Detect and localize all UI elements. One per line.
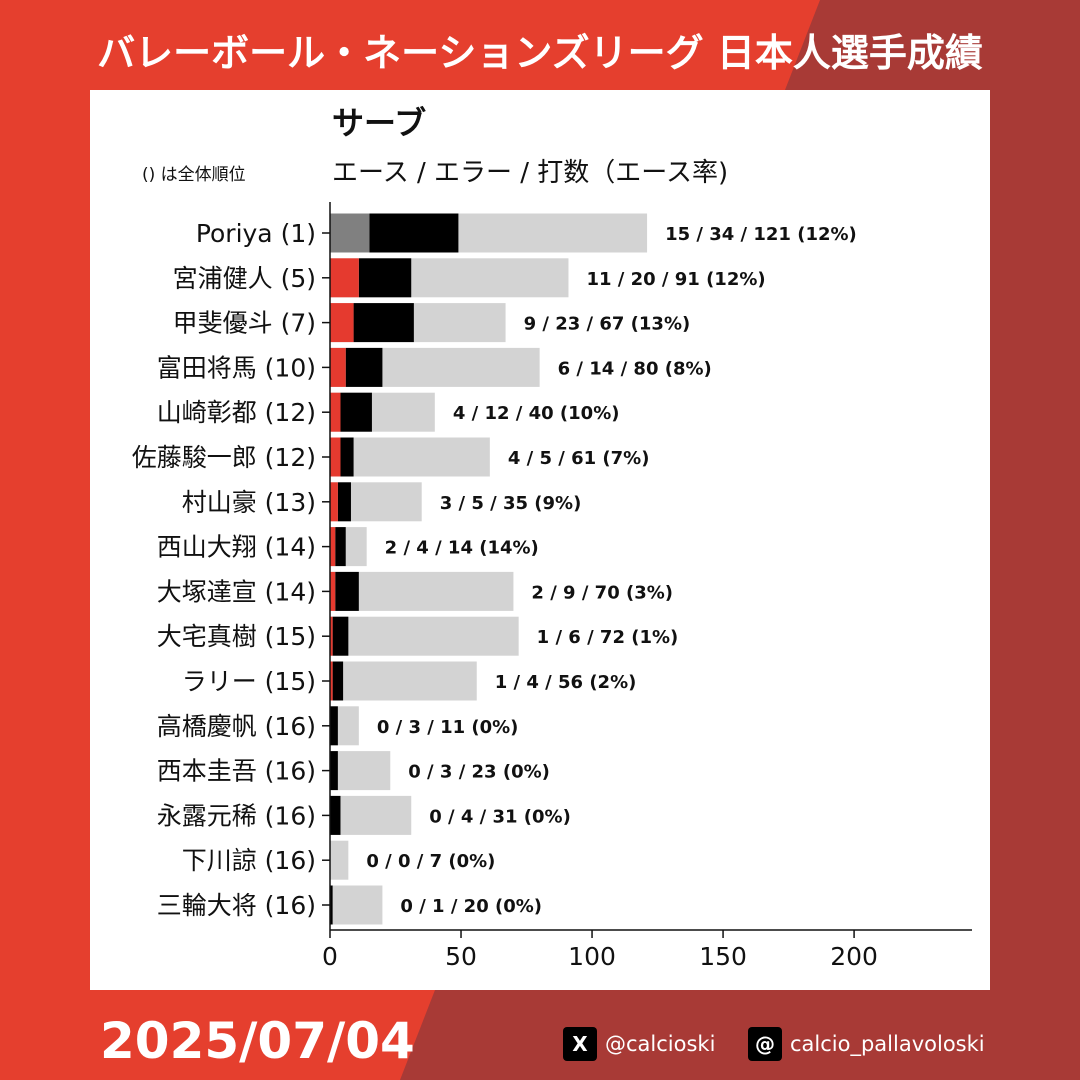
ace-bar [330, 303, 354, 343]
error-bar [332, 616, 349, 656]
x-tick-label: 50 [445, 942, 477, 971]
data-label: 3 / 5 / 35 (9%) [440, 493, 582, 514]
x-tick-label: 100 [568, 942, 616, 971]
error-bar [330, 706, 338, 746]
attempts-bar [330, 616, 519, 656]
ace-bar [330, 347, 346, 387]
error-bar [335, 527, 346, 567]
chart-legend-text: エース / エラー / 打数（エース率) [332, 158, 729, 188]
attempts-bar [330, 437, 490, 477]
category-label: 山崎彰都 (12) [157, 398, 316, 427]
attempts-bar [330, 751, 391, 791]
category-label: 西山大翔 (14) [157, 533, 316, 562]
attempts-bar [330, 795, 412, 835]
category-label: 高橋慶帆 (16) [157, 712, 316, 741]
data-label: 1 / 4 / 56 (2%) [495, 672, 637, 693]
error-bar [330, 885, 333, 925]
data-label: 9 / 23 / 67 (13%) [524, 314, 691, 335]
rank-note: () は全体順位 [142, 165, 246, 185]
threads-logo-icon: @ [748, 1027, 782, 1061]
x-tick-label: 150 [699, 942, 747, 971]
data-label: 2 / 9 / 70 (3%) [531, 582, 673, 603]
category-label: 三輪大将 (16) [157, 891, 316, 920]
ace-bar [330, 258, 359, 298]
attempts-bar [330, 571, 514, 611]
x-logo-icon: X [563, 1027, 597, 1061]
category-label: 大塚達宣 (14) [157, 577, 316, 606]
error-bar [340, 437, 354, 477]
error-bar [353, 303, 414, 343]
data-label: 0 / 3 / 23 (0%) [408, 762, 550, 783]
threads-handle: calcio_pallavoloski [790, 1032, 985, 1056]
ace-bar [330, 392, 341, 432]
category-label: 富田将馬 (10) [157, 353, 316, 382]
data-label: 1 / 6 / 72 (1%) [537, 627, 679, 648]
category-label: 佐藤駿一郎 (12) [132, 443, 316, 472]
page-title: バレーボール・ネーションズリーグ 日本人選手成績 [97, 31, 983, 75]
error-bar [330, 751, 338, 791]
data-label: 4 / 12 / 40 (10%) [453, 403, 620, 424]
error-bar [335, 571, 359, 611]
attempts-bar [330, 661, 477, 701]
attempts-bar [330, 840, 349, 880]
data-label: 6 / 14 / 80 (8%) [558, 358, 712, 379]
error-bar [358, 258, 412, 298]
category-label: Poriya (1) [196, 219, 316, 248]
error-bar [369, 213, 459, 253]
category-label: 村山豪 (13) [182, 488, 316, 517]
category-label: 永露元稀 (16) [157, 801, 316, 830]
attempts-bar [330, 885, 383, 925]
threads-link[interactable]: @ calcio_pallavoloski [748, 1026, 985, 1062]
category-label: 宮浦健人 (5) [173, 264, 316, 293]
ace-bar [330, 482, 338, 522]
error-bar [337, 482, 351, 522]
x-handle: @calcioski [605, 1032, 716, 1056]
x-tick-label: 0 [322, 942, 338, 971]
category-label: 大宅真樹 (15) [157, 622, 316, 651]
chart-panel: サーブ () は全体順位 エース / エラー / 打数（エース率) Poriya… [90, 90, 990, 990]
category-label: ラリー (15) [182, 667, 316, 696]
data-label: 4 / 5 / 61 (7%) [508, 448, 650, 469]
data-label: 2 / 4 / 14 (14%) [385, 538, 539, 559]
category-label: 下川諒 (16) [182, 846, 316, 875]
category-label: 甲斐優斗 (7) [173, 309, 316, 338]
ace-bar [330, 213, 370, 253]
chart-title: サーブ [332, 104, 427, 142]
ace-bar [330, 616, 333, 656]
ace-bar [330, 437, 341, 477]
ace-bar [330, 527, 336, 567]
error-bar [345, 347, 383, 387]
x-link[interactable]: X @calcioski [563, 1026, 715, 1062]
error-bar [340, 392, 372, 432]
serve-bar-chart: Poriya (1) 15 / 34 / 121 (12%) 宮浦健人 (5) 11 … [132, 202, 972, 971]
error-bar [330, 795, 341, 835]
ace-bar [330, 571, 336, 611]
data-label: 11 / 20 / 91 (12%) [586, 269, 765, 290]
data-label: 0 / 4 / 31 (0%) [429, 806, 571, 827]
data-label: 0 / 3 / 11 (0%) [377, 717, 519, 738]
date-label: 2025/07/04 [100, 1012, 415, 1070]
ace-bar [330, 661, 333, 701]
data-label: 15 / 34 / 121 (12%) [665, 224, 857, 245]
error-bar [332, 661, 344, 701]
data-label: 0 / 0 / 7 (0%) [366, 851, 495, 872]
data-label: 0 / 1 / 20 (0%) [400, 896, 542, 917]
x-tick-label: 200 [830, 942, 878, 971]
category-label: 西本圭吾 (16) [157, 757, 316, 786]
